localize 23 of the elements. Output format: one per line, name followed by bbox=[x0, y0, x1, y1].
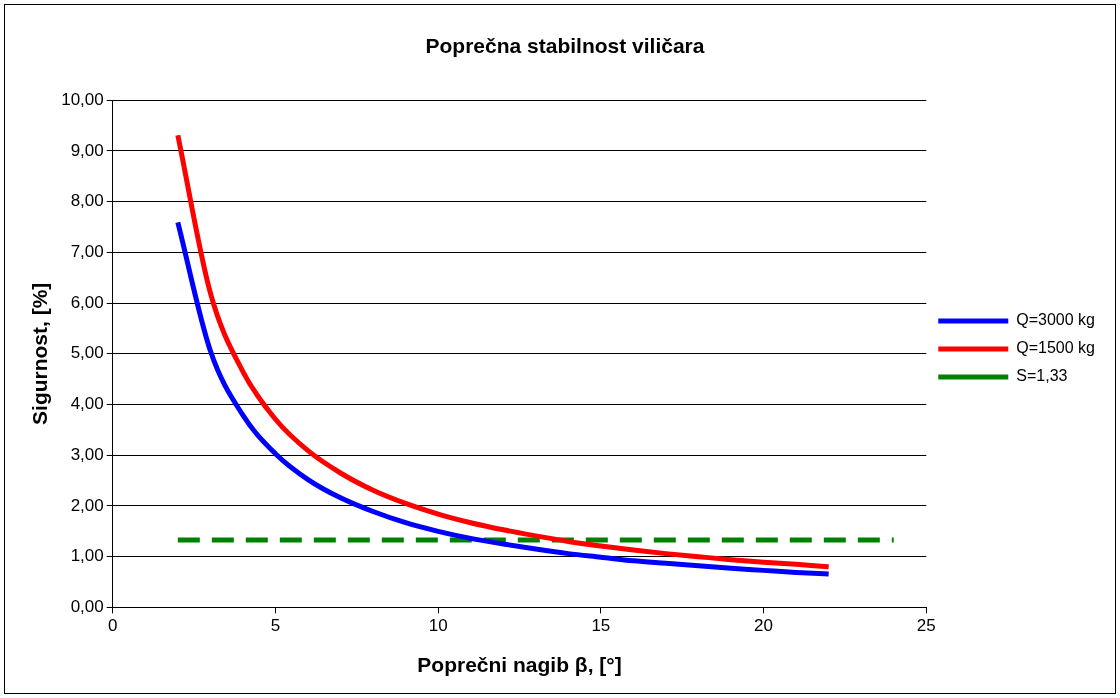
x-tick-label: 15 bbox=[591, 616, 611, 636]
x-tick-label: 25 bbox=[916, 616, 936, 636]
legend-label: Q=3000 kg bbox=[1016, 311, 1096, 329]
y-tick-label: 9,00 bbox=[70, 140, 104, 160]
y-tick-label: 0,00 bbox=[70, 597, 104, 617]
x-tick-label: 20 bbox=[754, 616, 774, 636]
x-tick-label: 0 bbox=[108, 616, 118, 636]
y-tick-label: 7,00 bbox=[70, 242, 104, 262]
y-axis-title: Sigurnost, [%] bbox=[28, 282, 52, 425]
x-tick-label: 5 bbox=[270, 616, 281, 636]
x-tick-label: 10 bbox=[428, 616, 448, 636]
y-tick-label: 6,00 bbox=[70, 292, 104, 312]
chart-title: Poprečna stabilnost viličara bbox=[425, 34, 705, 58]
legend-label: S=1,33 bbox=[1016, 367, 1068, 385]
y-tick-label: 8,00 bbox=[70, 191, 104, 211]
y-tick-label: 1,00 bbox=[70, 546, 104, 566]
y-tick-label: 3,00 bbox=[70, 444, 104, 464]
y-tick-label: 5,00 bbox=[70, 343, 104, 363]
x-axis-title: Poprečni nagib β, [°] bbox=[417, 653, 622, 677]
y-tick-label: 4,00 bbox=[70, 394, 104, 414]
y-tick-label: 2,00 bbox=[70, 495, 104, 515]
y-tick-label: 10,00 bbox=[61, 89, 104, 109]
legend-label: Q=1500 kg bbox=[1016, 339, 1096, 357]
